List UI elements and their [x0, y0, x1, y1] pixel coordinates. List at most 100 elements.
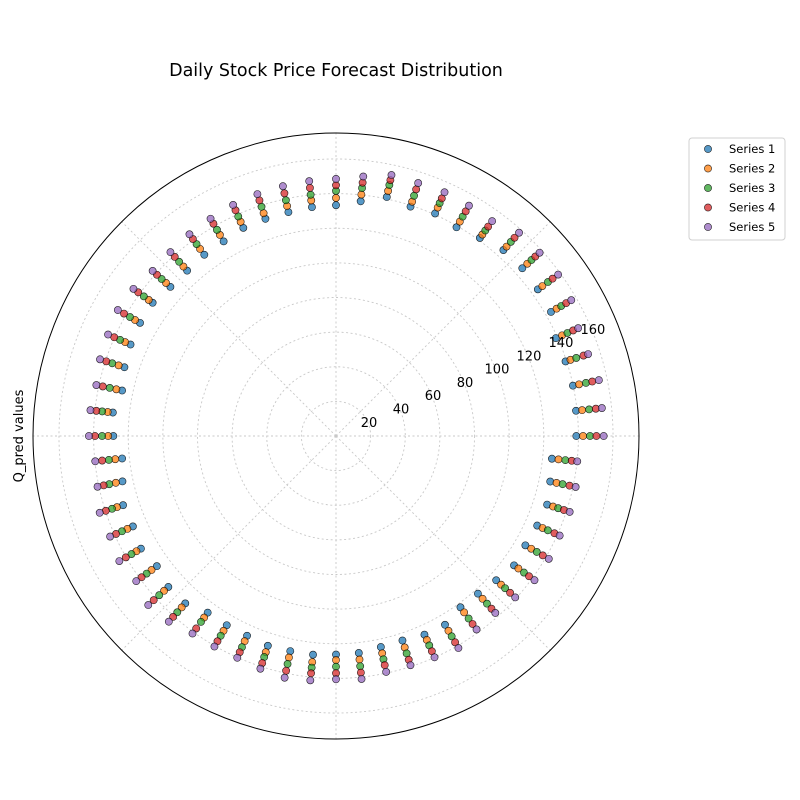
- scatter-point-series-1: [354, 649, 363, 657]
- scatter-point-series-3: [105, 384, 114, 392]
- scatter-point-series-3: [281, 196, 290, 205]
- scatter-point-series-2: [575, 380, 583, 389]
- scatter-point-series-4: [484, 222, 493, 231]
- scatter-point-series-4: [137, 573, 146, 582]
- scatter-point-series-5: [93, 482, 102, 491]
- legend-label: Series 2: [729, 162, 775, 176]
- y-axis-label: Q_pred values: [12, 389, 27, 482]
- legend-marker: [704, 223, 712, 231]
- scatter-point-series-5: [86, 406, 95, 415]
- scatter-point-series-2: [460, 608, 469, 617]
- scatter-point-series-2: [177, 603, 186, 612]
- legend-label: Series 5: [729, 220, 775, 234]
- scatter-point-series-5: [113, 306, 122, 314]
- radial-tick-label: 80: [457, 376, 474, 391]
- scatter-point-series-5: [544, 554, 553, 563]
- scatter-point-series-5: [359, 172, 368, 181]
- scatter-point-series-5: [535, 248, 544, 257]
- scatter-point-series-3: [483, 599, 491, 608]
- scatter-point-series-5: [256, 664, 265, 673]
- scatter-point-series-5: [574, 324, 583, 333]
- scatter-point-series-5: [144, 601, 153, 609]
- scatter-point-series-5: [92, 381, 101, 389]
- scatter-point-series-1: [376, 643, 385, 651]
- radial-grid-circle: [58, 158, 614, 714]
- scatter-point-series-1: [572, 432, 581, 440]
- scatter-point-series-5: [305, 177, 314, 186]
- scatter-point-series-2: [160, 586, 168, 595]
- scatter-point-series-3: [104, 455, 113, 464]
- scatter-point-series-5: [132, 577, 141, 586]
- scatter-point-series-2: [578, 406, 586, 415]
- scatter-point-series-2: [554, 455, 563, 464]
- chart-title: Daily Stock Price Forecast Distribution: [169, 61, 503, 81]
- scatter-point-series-5: [565, 508, 574, 516]
- scatter-point-series-5: [599, 432, 608, 440]
- scatter-point-series-1: [286, 647, 295, 655]
- scatter-point-series-4: [121, 553, 130, 562]
- scatter-point-series-1: [492, 576, 501, 585]
- scatter-point-series-5: [206, 214, 215, 223]
- scatter-point-series-5: [584, 350, 593, 358]
- scatter-point-series-3: [197, 617, 205, 626]
- scatter-point-series-1: [452, 223, 461, 232]
- scatter-point-series-4: [280, 189, 289, 198]
- scatter-point-series-5: [597, 404, 606, 412]
- scatter-point-series-5: [210, 642, 219, 651]
- scatter-point-series-4: [307, 669, 315, 678]
- legend-marker: [704, 145, 712, 153]
- scatter-point-series-3: [543, 526, 552, 535]
- legend: Series 1 Series 2 Series 3 Series 4 Series 5: [688, 137, 786, 241]
- scatter-point-series-4: [98, 456, 107, 465]
- legend-label: Series 4: [729, 201, 775, 215]
- scatter-point-series-5: [382, 668, 391, 676]
- scatter-point-series-5: [306, 676, 315, 685]
- scatter-point-series-5: [491, 609, 500, 617]
- scatter-point-series-2: [259, 209, 268, 218]
- radial-tick-label: 140: [549, 336, 574, 351]
- scatter-point-series-4: [282, 666, 291, 675]
- scatter-point-series-2: [357, 190, 366, 199]
- scatter-point-series-1: [548, 454, 556, 463]
- legend-marker: [704, 184, 712, 192]
- scatter-point-series-2: [111, 455, 120, 464]
- scatter-point-series-2: [112, 385, 121, 394]
- scatter-point-series-4: [506, 588, 514, 597]
- angular-grid-line: [121, 435, 337, 651]
- scatter-point-series-2: [114, 361, 123, 370]
- legend-box: [688, 137, 786, 241]
- scatter-point-series-3: [257, 202, 266, 211]
- scatter-point-series-1: [118, 454, 127, 463]
- scatter-point-series-5: [253, 190, 262, 198]
- scatter-point-series-3: [155, 591, 164, 600]
- scatter-point-series-5: [164, 617, 173, 626]
- scatter-point-series-5: [357, 675, 366, 683]
- scatter-point-series-2: [285, 653, 293, 662]
- radial-tick-label: 60: [425, 389, 442, 404]
- radial-tick-label: 100: [485, 363, 510, 378]
- scatter-point-series-4: [356, 668, 365, 677]
- legend-marker: [704, 164, 712, 173]
- scatter-point-series-5: [332, 174, 340, 183]
- radial-tick-label: 120: [517, 349, 542, 364]
- scatter-point-series-4: [306, 183, 314, 192]
- scatter-point-series-2: [579, 432, 587, 440]
- scatter-point-series-3: [283, 660, 292, 668]
- scatter-point-series-2: [111, 478, 120, 487]
- scatter-point-series-5: [188, 629, 197, 638]
- scatter-point-series-5: [414, 179, 423, 187]
- scatter-point-series-4: [592, 432, 601, 440]
- scatter-point-series-3: [139, 292, 148, 301]
- scatter-point-series-5: [91, 457, 100, 466]
- scatter-point-series-3: [585, 405, 594, 414]
- scatter-point-series-5: [440, 188, 449, 197]
- scatter-point-series-2: [538, 282, 547, 290]
- legend-label: Series 1: [729, 142, 775, 156]
- scatter-point-series-1: [219, 237, 228, 246]
- scatter-point-series-5: [104, 330, 112, 339]
- scatter-point-series-5: [278, 182, 287, 191]
- scatter-point-series-2: [332, 656, 340, 664]
- scatter-point-series-5: [515, 228, 523, 237]
- scatter-point-series-3: [501, 584, 509, 593]
